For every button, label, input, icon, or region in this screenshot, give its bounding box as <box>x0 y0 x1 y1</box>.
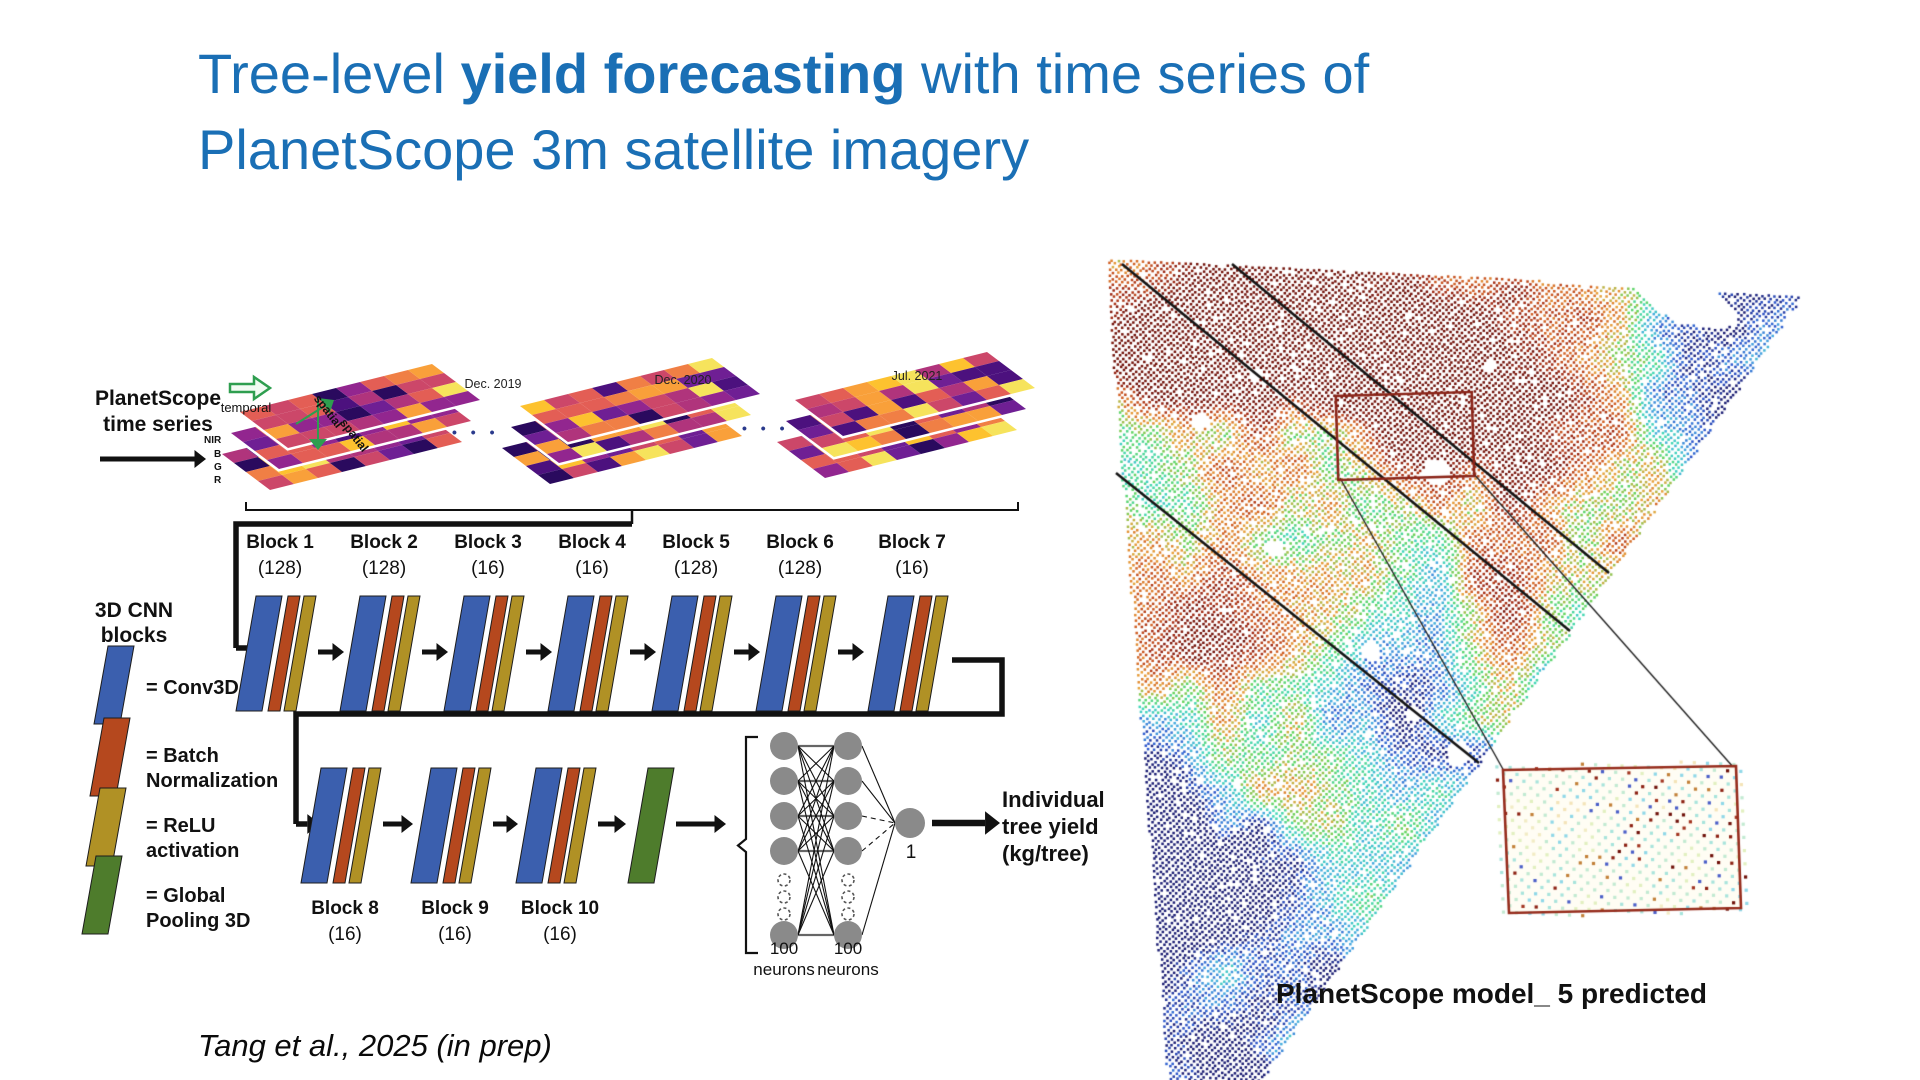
input-label-line2: time series <box>103 413 213 436</box>
input-label: PlanetScope time series <box>88 386 228 438</box>
block-label: Block 5 (128) <box>662 532 730 579</box>
map-caption: PlanetScope model_ 5 predicted <box>1276 978 1708 1009</box>
title-regular-2: with time series of <box>905 42 1370 105</box>
legend-item-relu: = ReLU activation <box>146 815 240 862</box>
slide-title: Tree-level yield forecasting with time s… <box>198 36 1528 188</box>
block-label: Block 1 (128) <box>246 532 314 579</box>
connector-arrows <box>100 450 1019 835</box>
band-label: R <box>214 475 222 486</box>
title-bold: yield forecasting <box>460 42 906 105</box>
timestamp-3: Jul. 2021 <box>891 369 943 383</box>
block-label: Block 8 (16) <box>311 898 379 945</box>
citation: Tang et al., 2025 (in prep) <box>198 1028 552 1063</box>
legend-item-batchnorm: = Batch Normalization <box>146 745 279 792</box>
legend-item-conv3d: = Conv3D <box>146 677 239 699</box>
ellipsis-2: • • • <box>742 420 790 436</box>
block-label: Block 2 (128) <box>350 532 418 579</box>
title-line2: PlanetScope 3m satellite imagery <box>198 118 1030 181</box>
block-label: Block 10 (16) <box>520 898 600 945</box>
hidden-layer2-label: 100 neurons <box>817 939 879 979</box>
output-neuron-count: 1 <box>905 842 917 863</box>
block-label: Block 7 (16) <box>878 532 946 579</box>
ellipsis-1: • • • <box>452 424 500 440</box>
temporal-label: temporal <box>220 400 272 415</box>
hidden-layer1-label: 100 neurons <box>753 939 815 979</box>
block-label: Block 9 (16) <box>421 898 489 945</box>
block-label: Block 6 (128) <box>766 532 834 579</box>
input-label-line1: PlanetScope <box>94 387 222 410</box>
block-label: Block 3 (16) <box>454 532 522 579</box>
title-regular-1: Tree-level <box>198 42 461 105</box>
legend-item-globalpool: = Global Pooling 3D <box>146 885 251 932</box>
output-label: Individual tree yield (kg/tree) <box>1002 787 1105 866</box>
band-label: G <box>214 462 222 473</box>
band-label: NIR <box>204 435 222 446</box>
mlp-network <box>736 732 925 955</box>
legend-title: 3D CNN blocks <box>94 599 174 647</box>
legend-cards <box>81 645 135 935</box>
block-label: Block 4 (16) <box>558 532 626 579</box>
timestamp-1: Dec. 2019 <box>464 377 522 391</box>
band-label: B <box>214 449 222 460</box>
timestamp-2: Dec. 2020 <box>654 373 712 387</box>
cnn-blocks <box>235 595 949 884</box>
satellite-image-stacks <box>216 349 1041 493</box>
